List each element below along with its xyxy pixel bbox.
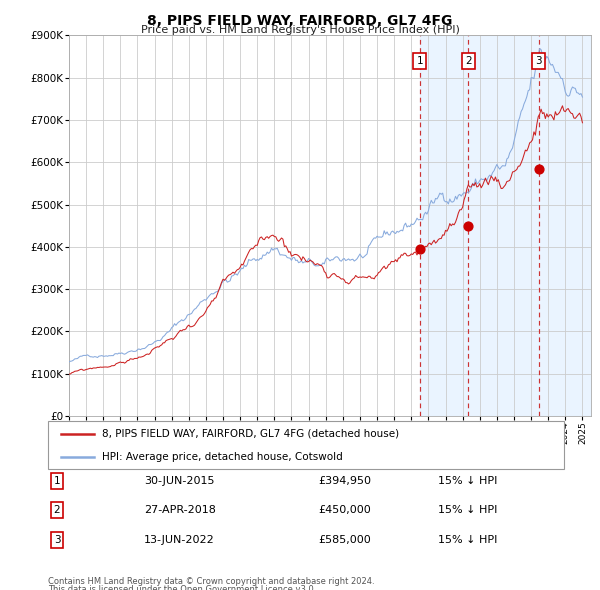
Text: 3: 3 <box>53 535 61 545</box>
Bar <box>420 35 591 416</box>
Text: 3: 3 <box>535 56 542 65</box>
Point <box>415 244 425 254</box>
Text: 1: 1 <box>416 56 423 65</box>
Text: 2: 2 <box>465 56 472 65</box>
FancyBboxPatch shape <box>48 421 564 469</box>
Text: £394,950: £394,950 <box>318 476 371 486</box>
Text: Price paid vs. HM Land Registry's House Price Index (HPI): Price paid vs. HM Land Registry's House … <box>140 25 460 35</box>
Text: £585,000: £585,000 <box>318 535 371 545</box>
Text: 8, PIPS FIELD WAY, FAIRFORD, GL7 4FG (detached house): 8, PIPS FIELD WAY, FAIRFORD, GL7 4FG (de… <box>102 429 400 439</box>
Text: 30-JUN-2015: 30-JUN-2015 <box>144 476 215 486</box>
Text: 8, PIPS FIELD WAY, FAIRFORD, GL7 4FG: 8, PIPS FIELD WAY, FAIRFORD, GL7 4FG <box>148 14 452 28</box>
Text: 15% ↓ HPI: 15% ↓ HPI <box>438 476 497 486</box>
Text: 13-JUN-2022: 13-JUN-2022 <box>144 535 215 545</box>
Point <box>463 221 473 230</box>
Text: £450,000: £450,000 <box>318 506 371 515</box>
Text: 2: 2 <box>53 506 61 515</box>
Text: 1: 1 <box>53 476 61 486</box>
Text: 15% ↓ HPI: 15% ↓ HPI <box>438 535 497 545</box>
Text: This data is licensed under the Open Government Licence v3.0.: This data is licensed under the Open Gov… <box>48 585 316 590</box>
Text: Contains HM Land Registry data © Crown copyright and database right 2024.: Contains HM Land Registry data © Crown c… <box>48 577 374 586</box>
Point <box>534 164 544 173</box>
Text: HPI: Average price, detached house, Cotswold: HPI: Average price, detached house, Cots… <box>102 452 343 462</box>
Text: 15% ↓ HPI: 15% ↓ HPI <box>438 506 497 515</box>
Text: 27-APR-2018: 27-APR-2018 <box>144 506 216 515</box>
